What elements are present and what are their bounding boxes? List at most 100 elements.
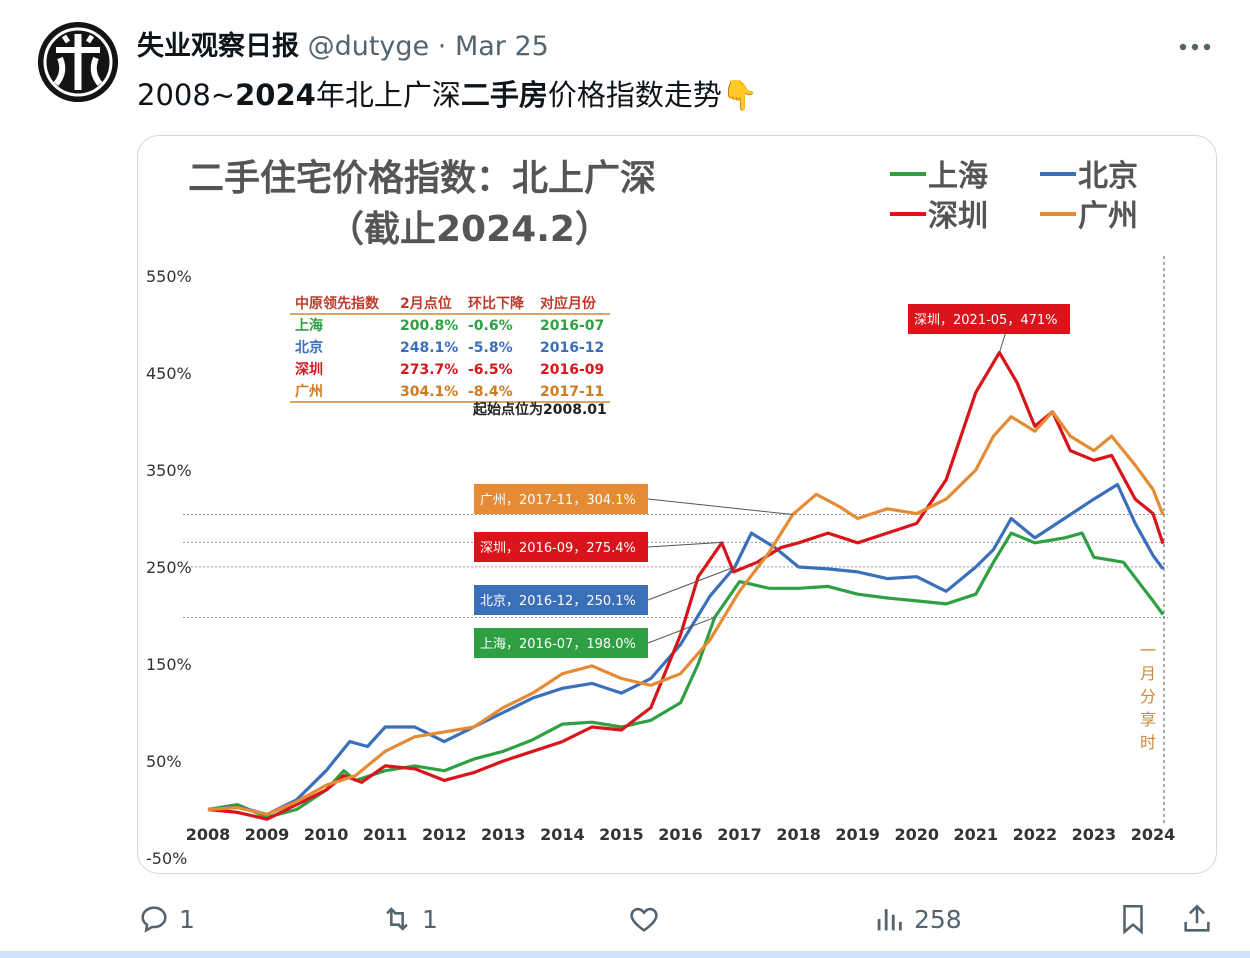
peking-university-logo-icon — [38, 22, 118, 102]
pointing-down-emoji: 👇 — [721, 78, 758, 112]
tweet-text-part: 年北上广深 — [315, 78, 461, 112]
callout-label: 深圳，2016-09，275.4% — [480, 541, 636, 556]
table-cell: 2017-11 — [540, 384, 604, 400]
table-cell: 273.7% — [400, 362, 458, 378]
table-header-cell: 对应月份 — [540, 295, 597, 312]
like-button[interactable] — [627, 902, 669, 936]
side-note-char: 一 — [1140, 641, 1156, 660]
table-cell: 深圳 — [295, 361, 323, 378]
share-icon — [1184, 904, 1210, 932]
x-tick-label: 2012 — [422, 825, 467, 844]
tweet-date[interactable]: Mar 25 — [454, 31, 549, 62]
table-cell: 304.1% — [400, 384, 458, 400]
series-line-北京 — [207, 482, 1165, 816]
handle[interactable]: @dutyge — [307, 31, 430, 62]
views-count: 258 — [914, 904, 962, 934]
like-icon — [630, 907, 658, 932]
x-tick-label: 2019 — [835, 825, 880, 844]
y-tick-label: 50% — [146, 752, 182, 771]
table-cell: 广州 — [295, 383, 323, 400]
x-tick-label: 2020 — [894, 825, 939, 844]
callout-box — [474, 628, 648, 658]
tweet-text-bold: 2024 — [235, 78, 316, 112]
avatar[interactable] — [38, 22, 118, 102]
display-name[interactable]: 失业观察日报 — [137, 31, 299, 62]
y-tick-label: 250% — [146, 558, 192, 577]
chart-callouts: 深圳，2021-05，471% 广州，2017-11，304.1% 深圳，2016-… — [474, 304, 1070, 658]
side-note-char: 享 — [1140, 710, 1156, 729]
y-tick-label: -50% — [146, 849, 187, 868]
tweet-header: 失业观察日报 @dutyge · Mar 25 — [137, 24, 549, 63]
bookmark-button[interactable] — [1116, 902, 1158, 936]
share-button[interactable] — [1180, 902, 1222, 936]
x-tick-label: 2013 — [481, 825, 526, 844]
x-tick-label: 2010 — [304, 825, 349, 844]
x-tick-label: 2017 — [717, 825, 762, 844]
table-header-cell: 环比下降 — [468, 295, 525, 312]
table-cell: 北京 — [295, 339, 323, 356]
table-cell: 200.8% — [400, 318, 458, 334]
table-cell: 2016-12 — [540, 340, 604, 356]
callout-label: 上海，2016-07，198.0% — [480, 637, 636, 652]
x-tick-label: 2011 — [363, 825, 408, 844]
x-tick-label: 2008 — [186, 825, 231, 844]
chart-title-group: 二手住宅价格指数：北上广深 （截止2024.2） — [188, 157, 656, 250]
x-tick-label: 2015 — [599, 825, 644, 844]
reply-count: 1 — [179, 904, 195, 934]
retweet-count: 1 — [422, 904, 438, 934]
callout-box — [474, 585, 648, 615]
table-note: 起始点位为2008.01 — [472, 401, 607, 418]
separator: · — [437, 31, 447, 62]
legend-label: 深圳 — [928, 199, 988, 234]
table-cell: -0.6% — [468, 318, 513, 334]
legend-label: 广州 — [1078, 199, 1138, 234]
series-line-深圳 — [207, 351, 1165, 821]
divider — [0, 951, 1250, 958]
views-icon — [877, 909, 902, 931]
series-line-上海 — [207, 531, 1165, 819]
table-header-cell: 中原领先指数 — [295, 295, 380, 312]
callout-leader — [647, 498, 793, 516]
x-tick-label: 2016 — [658, 825, 703, 844]
series-line-广州 — [207, 410, 1165, 816]
table-cell: -5.8% — [468, 340, 513, 356]
x-tick-label: 2009 — [245, 825, 290, 844]
retweet-button[interactable]: 1 — [380, 902, 438, 936]
callout-box — [474, 532, 648, 562]
x-tick-label: 2022 — [1013, 825, 1058, 844]
table-background — [290, 288, 610, 402]
callout-label: 深圳，2021-05，471% — [914, 313, 1057, 328]
x-tick-label: 2018 — [776, 825, 821, 844]
side-note-char: 分 — [1140, 687, 1156, 706]
callout-box — [474, 484, 648, 514]
x-tick-label: 2014 — [540, 825, 585, 844]
table-cell: 248.1% — [400, 340, 458, 356]
table-cell: 2016-09 — [540, 362, 604, 378]
table-header-cell: 2月点位 — [400, 295, 452, 312]
legend-label: 北京 — [1078, 159, 1138, 194]
y-tick-label: 550% — [146, 267, 192, 286]
retweet-icon — [386, 907, 408, 931]
bookmark-icon — [1123, 904, 1143, 935]
more-horizontal-icon[interactable] — [1178, 30, 1212, 58]
tweet-text-bold: 二手房 — [460, 78, 548, 112]
tweet-media-image[interactable]: 二手住宅价格指数：北上广深 （截止2024.2） 上海 北京 深圳 广州 550% 45… — [137, 135, 1217, 874]
table-cell: -6.5% — [468, 362, 513, 378]
callout-label: 北京，2016-12，250.1% — [480, 594, 636, 609]
series-lines — [207, 351, 1165, 821]
side-note-char: 月 — [1140, 664, 1156, 683]
callout-leader — [647, 616, 715, 644]
callout-label: 广州，2017-11，304.1% — [480, 493, 636, 508]
chart-title: 二手住宅价格指数：北上广深 — [188, 157, 656, 199]
x-tick-label: 2023 — [1072, 825, 1117, 844]
views-button[interactable]: 258 — [872, 902, 962, 936]
tweet-actions: 1 1 258 — [0, 890, 1250, 950]
side-note-char: 时 — [1140, 733, 1156, 752]
reply-button[interactable]: 1 — [137, 902, 195, 936]
x-axis-ticks: 2008 2009 2010 2011 2012 2013 2014 2015 2016 2017… — [186, 825, 1175, 844]
